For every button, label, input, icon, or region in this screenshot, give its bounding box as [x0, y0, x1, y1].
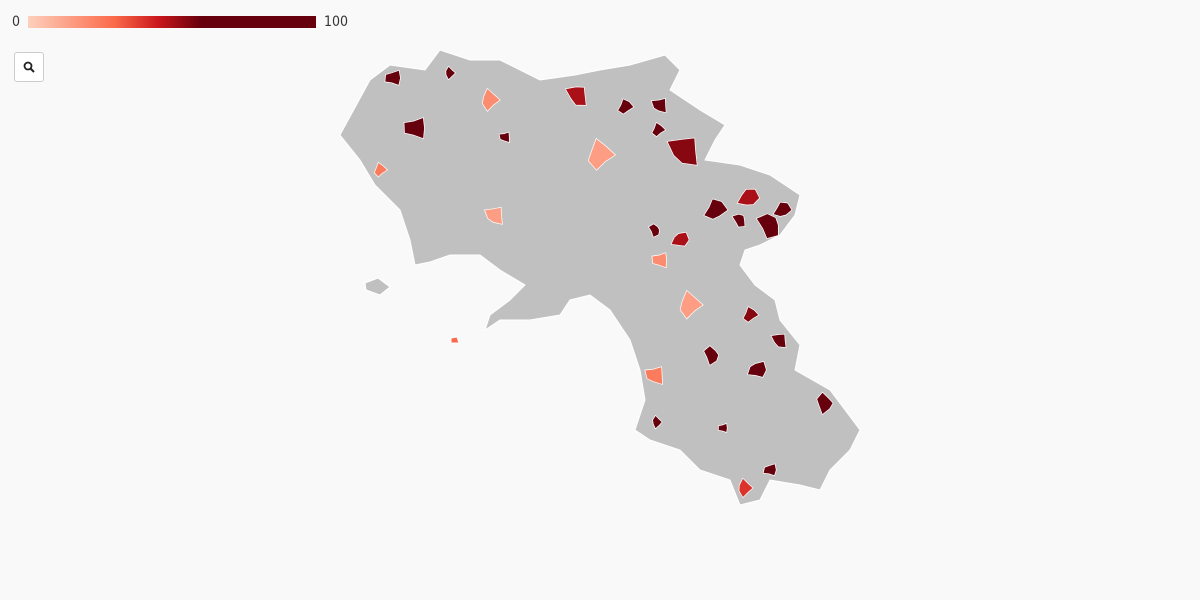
municipality [666, 137, 698, 166]
municipality [482, 87, 501, 112]
island [364, 277, 391, 296]
municipality [772, 201, 793, 217]
municipality [648, 223, 660, 238]
municipality [564, 86, 587, 106]
region-outline [339, 49, 861, 506]
municipality [403, 117, 425, 140]
municipality [644, 366, 663, 385]
legend-min: 0 [12, 14, 20, 30]
municipality [587, 137, 617, 171]
municipality [755, 213, 779, 240]
municipality [679, 289, 704, 320]
municipality [816, 391, 834, 416]
municipality [731, 213, 746, 228]
municipality [445, 65, 457, 81]
municipality [736, 188, 761, 206]
municipality [746, 360, 767, 378]
search-button[interactable] [14, 52, 44, 82]
municipality [483, 206, 503, 225]
municipality [670, 231, 690, 247]
municipality [742, 306, 760, 323]
municipality [498, 131, 510, 143]
campania-base [339, 49, 861, 506]
island [450, 336, 460, 344]
search-icon [23, 61, 35, 73]
municipality [652, 414, 663, 430]
municipality [617, 98, 635, 115]
legend-gradient [28, 16, 316, 28]
municipality [703, 345, 720, 366]
municipality [717, 422, 728, 433]
municipality [651, 252, 667, 269]
municipality [738, 477, 754, 499]
municipality [384, 69, 401, 86]
municipality [762, 463, 777, 477]
municipality [703, 198, 729, 220]
municipality [373, 161, 389, 178]
municipality [651, 121, 667, 138]
legend-max: 100 [324, 14, 348, 30]
municipality [770, 333, 787, 348]
municipality [650, 97, 667, 114]
